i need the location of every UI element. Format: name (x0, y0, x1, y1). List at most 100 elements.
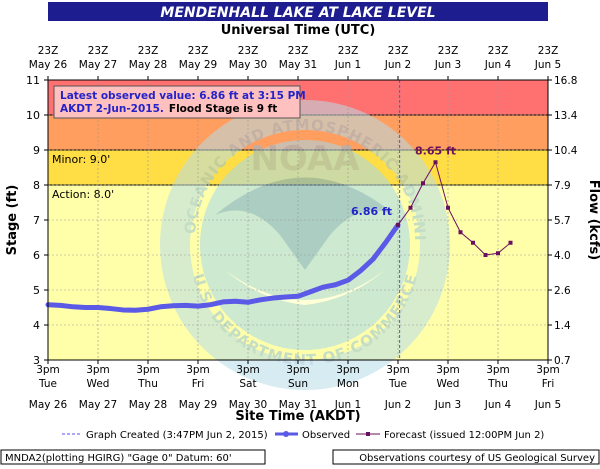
x-tick-time: 3pm (36, 364, 60, 376)
x-tick-dow: Wed (87, 378, 110, 390)
title-bar (48, 2, 548, 21)
x-tick-dow: Fri (542, 378, 555, 390)
observed-point (283, 294, 288, 300)
x-tick-date: Jun 3 (434, 399, 461, 411)
observed-point (70, 304, 76, 309)
y2-tick-label: 10.4 (554, 145, 578, 157)
forecast-point (458, 230, 463, 235)
observed-point (58, 303, 63, 308)
observed-point (158, 304, 163, 309)
forecast-point (508, 240, 513, 245)
top-tick-time: 23Z (188, 45, 209, 57)
legend-forecast-label: Forecast (issued 12:00PM Jun 2) (384, 430, 544, 441)
y2-axis-label: Flow (kcfs) (586, 180, 600, 260)
x-tick-time: 3pm (286, 364, 310, 376)
x-tick-dow: Sat (239, 378, 256, 390)
observed-point (245, 300, 251, 305)
x-tick-date: May 27 (79, 399, 117, 411)
forecast-point (396, 222, 400, 227)
x-tick-time: 3pm (486, 364, 510, 376)
chart-title: MENDENHALL LAKE AT LAKE LEVEL (160, 5, 435, 21)
x-axis-label: Site Time (AKDT) (235, 409, 360, 424)
x-tick-date: Jun 2 (384, 399, 411, 411)
observed-point (295, 294, 301, 299)
y-tick-label: 3 (33, 354, 40, 367)
peak-forecast-label: 8.65 ft (415, 144, 456, 157)
top-tick-time: 23Z (88, 45, 109, 57)
x-tick-dow: Thu (487, 378, 508, 390)
observed-point (183, 303, 188, 308)
x-tick-time: 3pm (186, 364, 210, 376)
forecast-point (408, 205, 413, 210)
observed-point (220, 299, 226, 305)
observed-point (133, 308, 138, 313)
top-tick-date: Jun 5 (534, 59, 561, 71)
latest-value-label: 6.86 ft (351, 205, 392, 218)
top-tick-date: Jun 3 (434, 59, 461, 71)
x-tick-dow: Thu (137, 378, 158, 390)
top-tick-time: 23Z (338, 45, 359, 57)
top-tick-time: 23Z (388, 45, 409, 57)
footer-left-box (0, 449, 266, 465)
x-tick-date: May 28 (129, 399, 167, 411)
top-tick-time: 23Z (38, 45, 59, 57)
y2-tick-label: 4.0 (554, 250, 571, 262)
legend-created-label: Graph Created (3:47PM Jun 2, 2015) (86, 430, 268, 441)
forecast-point (496, 251, 500, 256)
x-tick-dow: Wed (437, 378, 460, 390)
top-tick-time: 23Z (288, 45, 309, 57)
top-tick-date: May 27 (79, 59, 117, 71)
x-tick-time: 3pm (136, 364, 160, 376)
latest-value-line2: AKDT 2-Jun-2015. (60, 103, 164, 115)
x-tick-dow: Tue (388, 378, 407, 390)
y-tick-label: 11 (26, 74, 40, 87)
x-tick-date: Jun 1 (334, 399, 361, 411)
observed-point (333, 282, 338, 287)
top-tick-time: 23Z (238, 45, 259, 57)
top-tick-date: Jun 1 (334, 59, 361, 71)
top-tick-time: 23Z (488, 45, 509, 57)
observed-point (320, 285, 326, 290)
legend-observed-label: Observed (302, 430, 350, 441)
legend-observed-marker (283, 431, 289, 437)
y2-tick-label: 7.9 (554, 180, 571, 192)
x-tick-dow: Tue (38, 378, 57, 390)
y-tick-label: 8 (33, 179, 40, 192)
observed-point (258, 297, 263, 302)
flood-stage-note: Flood Stage is 9 ft (169, 103, 277, 115)
x-tick-date: May 29 (179, 399, 217, 411)
x-tick-dow: Fri (192, 378, 205, 390)
y2-tick-label: 2.6 (554, 285, 571, 297)
forecast-point (471, 240, 475, 245)
top-tick-time: 23Z (438, 45, 459, 57)
observed-point (195, 303, 201, 309)
noaa-bird-icon (215, 177, 395, 270)
observed-point (145, 307, 151, 312)
top-tick-date: Jun 4 (484, 59, 512, 71)
observed-point (120, 307, 126, 313)
x-tick-date: May 26 (29, 399, 68, 411)
x-tick-dow: Sun (288, 378, 308, 390)
y-tick-label: 7 (33, 214, 40, 227)
forecast-series-line (397, 160, 511, 256)
latest-value-box: Latest observed value: 6.86 ft at 3:15 P… (53, 85, 306, 119)
x-tick-date: May 30 (229, 399, 267, 411)
y-tick-label: 9 (33, 144, 40, 157)
plot-frame (47, 79, 549, 361)
x-tick-date: Jun 4 (484, 399, 512, 411)
x-tick-time: 3pm (86, 364, 110, 376)
y-axis-label: Stage (ft) (5, 185, 20, 256)
top-tick-time: 23Z (538, 45, 559, 57)
x-tick-time: 3pm (536, 364, 560, 376)
top-tick-date: May 30 (229, 59, 267, 71)
y2-tick-label: 0.7 (554, 355, 571, 367)
x-tick-time: 3pm (436, 364, 460, 376)
x-tick-dow: Mon (337, 378, 359, 390)
flood-band-label-action: Action: 8.0' (52, 188, 114, 201)
latest-value-box-bg (53, 85, 301, 119)
y-tick-label: 5 (33, 284, 40, 297)
observed-point (108, 306, 113, 311)
forecast-point (433, 160, 438, 165)
